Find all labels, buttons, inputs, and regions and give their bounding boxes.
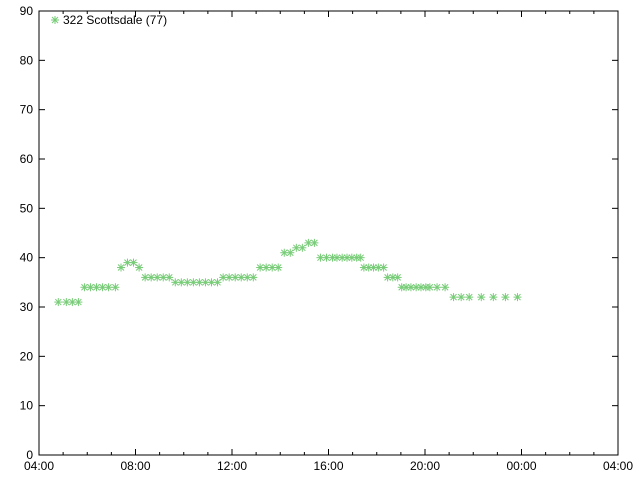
data-point (393, 273, 402, 282)
data-point (189, 278, 198, 287)
series-points (54, 238, 522, 307)
data-point (117, 263, 126, 272)
y-tick-label: 40 (20, 251, 34, 265)
data-point (412, 283, 421, 292)
data-point (219, 273, 228, 282)
data-point (356, 253, 365, 262)
data-point (332, 253, 341, 262)
data-point (165, 273, 174, 282)
x-tick-label: 04:00 (603, 459, 633, 473)
data-point (74, 298, 83, 307)
y-tick-label: 0 (26, 448, 33, 462)
data-point (147, 273, 156, 282)
data-point (501, 293, 510, 302)
y-tick-label: 20 (20, 349, 34, 363)
data-point (457, 293, 466, 302)
y-tick-label: 80 (20, 53, 34, 67)
data-point (80, 283, 89, 292)
y-tick-label: 70 (20, 103, 34, 117)
y-axis: 0 10 20 30 40 50 60 70 80 90 (20, 4, 618, 462)
data-point (433, 283, 442, 292)
x-tick-label: 20:00 (410, 459, 440, 473)
legend-marker-icon (51, 16, 59, 24)
data-point (449, 293, 458, 302)
legend-label: 322 Scottsdale (77) (63, 13, 167, 27)
data-point (406, 283, 415, 292)
y-tick-label: 50 (20, 201, 34, 215)
data-point (135, 263, 144, 272)
data-point (249, 273, 258, 282)
y-tick-label: 90 (20, 4, 34, 18)
legend: 322 Scottsdale (77) (51, 13, 167, 27)
data-point (256, 263, 265, 272)
legend-marker (51, 16, 59, 24)
x-tick-label: 16:00 (313, 459, 343, 473)
y-tick-label: 10 (20, 399, 34, 413)
data-point (513, 293, 522, 302)
data-point (342, 253, 351, 262)
data-point (489, 293, 498, 302)
x-axis: 04:00 08:00 12:00 16:00 20:00 00:00 04:00 (24, 11, 633, 473)
x-tick-label: 08:00 (120, 459, 150, 473)
plot-frame (38, 10, 619, 456)
data-point (141, 273, 150, 282)
data-point (310, 238, 319, 247)
data-point (104, 283, 113, 292)
x-tick-label: 04:00 (24, 459, 54, 473)
data-point (379, 263, 388, 272)
data-point (298, 243, 307, 252)
data-point (111, 283, 120, 292)
data-point (153, 273, 162, 282)
x-tick-label: 00:00 (506, 459, 536, 473)
y-tick-label: 60 (20, 152, 34, 166)
data-point (322, 253, 331, 262)
data-point (477, 293, 486, 302)
data-point (129, 258, 138, 267)
data-point (286, 248, 295, 257)
data-point (465, 293, 474, 302)
x-tick-label: 12:00 (217, 459, 247, 473)
data-point (213, 278, 222, 287)
data-point (201, 278, 210, 287)
data-point (425, 283, 434, 292)
data-point (231, 273, 240, 282)
y-tick-label: 30 (20, 300, 34, 314)
data-point (369, 263, 378, 272)
data-point (274, 263, 283, 272)
data-point (441, 283, 450, 292)
data-point (54, 298, 63, 307)
